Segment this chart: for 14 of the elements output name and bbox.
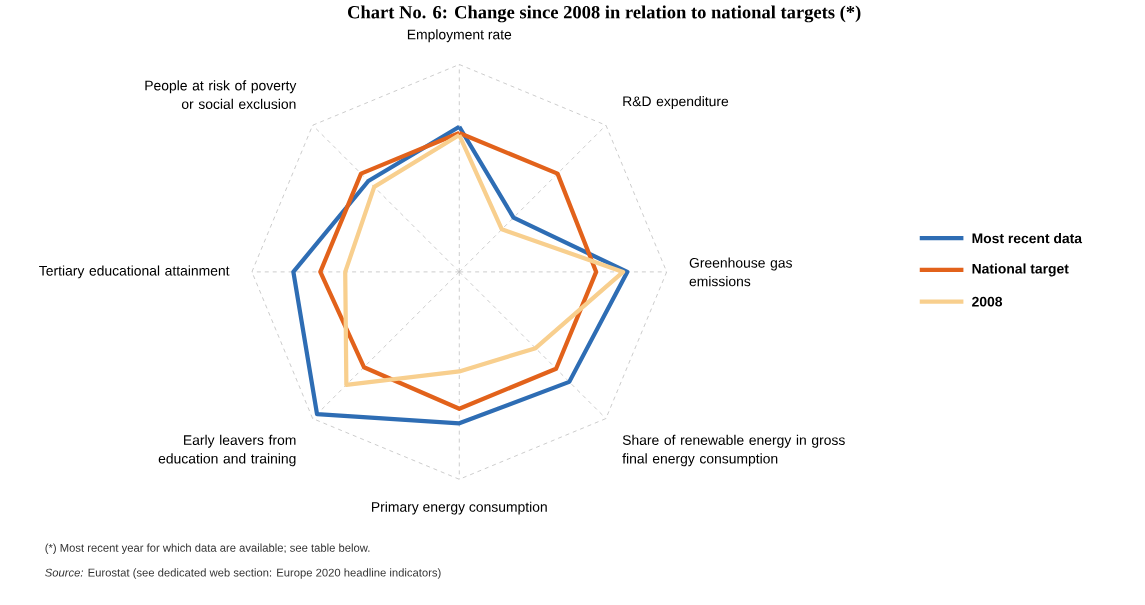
text: (*) Most recent year for which data are available; see table below. xyxy=(45,543,370,554)
spoke-label: People at risk of poverty or social exclusion xyxy=(145,80,297,109)
spoke-label: Employment rate xyxy=(407,29,512,43)
spoke-label: R&D expenditure xyxy=(623,95,729,109)
legend-label: National target xyxy=(972,263,1069,277)
spoke-label: Share of renewable energy in gross final energy consumption xyxy=(622,434,845,467)
spoke-label: Greenhouse gas emissions xyxy=(689,257,792,287)
legend-label: 2008 xyxy=(972,296,1003,307)
text: Source: Eurostat (see dedicated web section: Europe 2020 headline indicators) xyxy=(45,568,441,579)
spoke-label: Early leavers from education and training xyxy=(158,434,296,467)
spoke-label: Tertiary educational attainment xyxy=(39,265,230,279)
spoke-label: Primary energy consumption xyxy=(372,501,547,515)
chart-title: Chart No. 6: Change since 2008 in relation to national targets (*) xyxy=(348,5,861,23)
legend-label: Most recent data xyxy=(972,232,1083,244)
